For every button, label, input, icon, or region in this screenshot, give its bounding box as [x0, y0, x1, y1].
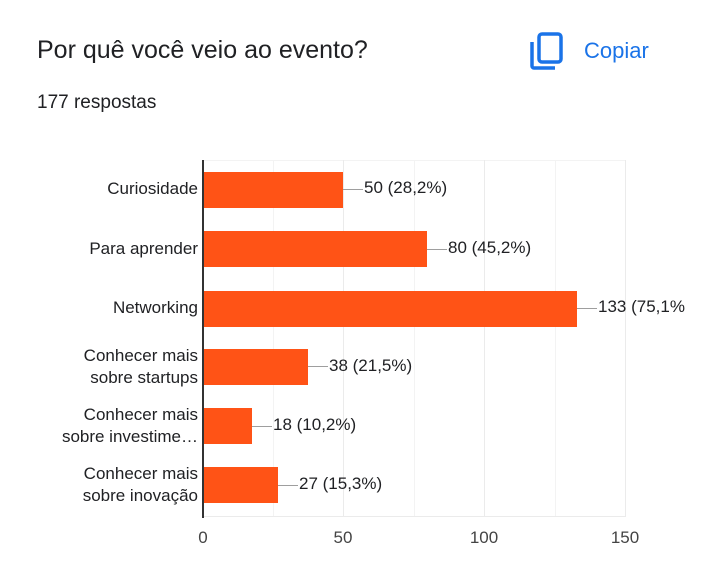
category-label: Curiosidade: [107, 179, 198, 198]
content-copy-icon: [528, 31, 566, 71]
x-tick: 100: [469, 528, 499, 547]
leader-line: [252, 426, 272, 427]
value-label: 27 (15,3%): [299, 474, 383, 493]
bar-investimentos[interactable]: [203, 408, 252, 444]
value-label: 38 (21,5%): [329, 356, 413, 375]
value-label: 80 (45,2%): [448, 238, 532, 257]
leader-line: [427, 249, 447, 250]
value-label: 133 (75,1%: [598, 297, 685, 316]
leader-line: [308, 366, 328, 367]
gridline-25: [273, 160, 274, 517]
copy-label: Copiar: [584, 38, 649, 63]
gridline-50: [343, 160, 344, 517]
category-label: Conhecer mais sobre startups: [83, 346, 198, 387]
category-label: Para aprender: [89, 239, 198, 258]
bar-startups[interactable]: [203, 349, 308, 385]
value-label: 50 (28,2%): [364, 178, 448, 197]
question-title: Por quê você veio ao evento?: [37, 36, 368, 64]
x-tick: 0: [198, 528, 208, 547]
grid-bottom: [202, 516, 626, 517]
gridline-75: [414, 160, 415, 517]
x-tick: 150: [610, 528, 640, 547]
gridline-125: [555, 160, 556, 517]
bar-inovacao[interactable]: [203, 467, 278, 503]
bar-curiosidade[interactable]: [203, 172, 343, 208]
value-label: 18 (10,2%): [273, 415, 357, 434]
leader-line: [343, 189, 363, 190]
leader-line: [278, 485, 298, 486]
response-count: 177 respostas: [37, 92, 157, 113]
y-axis: [202, 160, 204, 518]
x-tick: 50: [333, 528, 353, 547]
leader-line: [577, 308, 597, 309]
category-label: Conhecer mais sobre investime…: [61, 405, 198, 446]
bar-para-aprender[interactable]: [203, 231, 427, 267]
category-label: Networking: [112, 298, 198, 317]
copy-button[interactable]: Copiar: [528, 30, 649, 72]
bar-networking[interactable]: [203, 291, 577, 327]
gridline-100: [484, 160, 485, 517]
category-label: Conhecer mais sobre inovação: [82, 464, 198, 505]
gridline-150: [625, 160, 626, 517]
